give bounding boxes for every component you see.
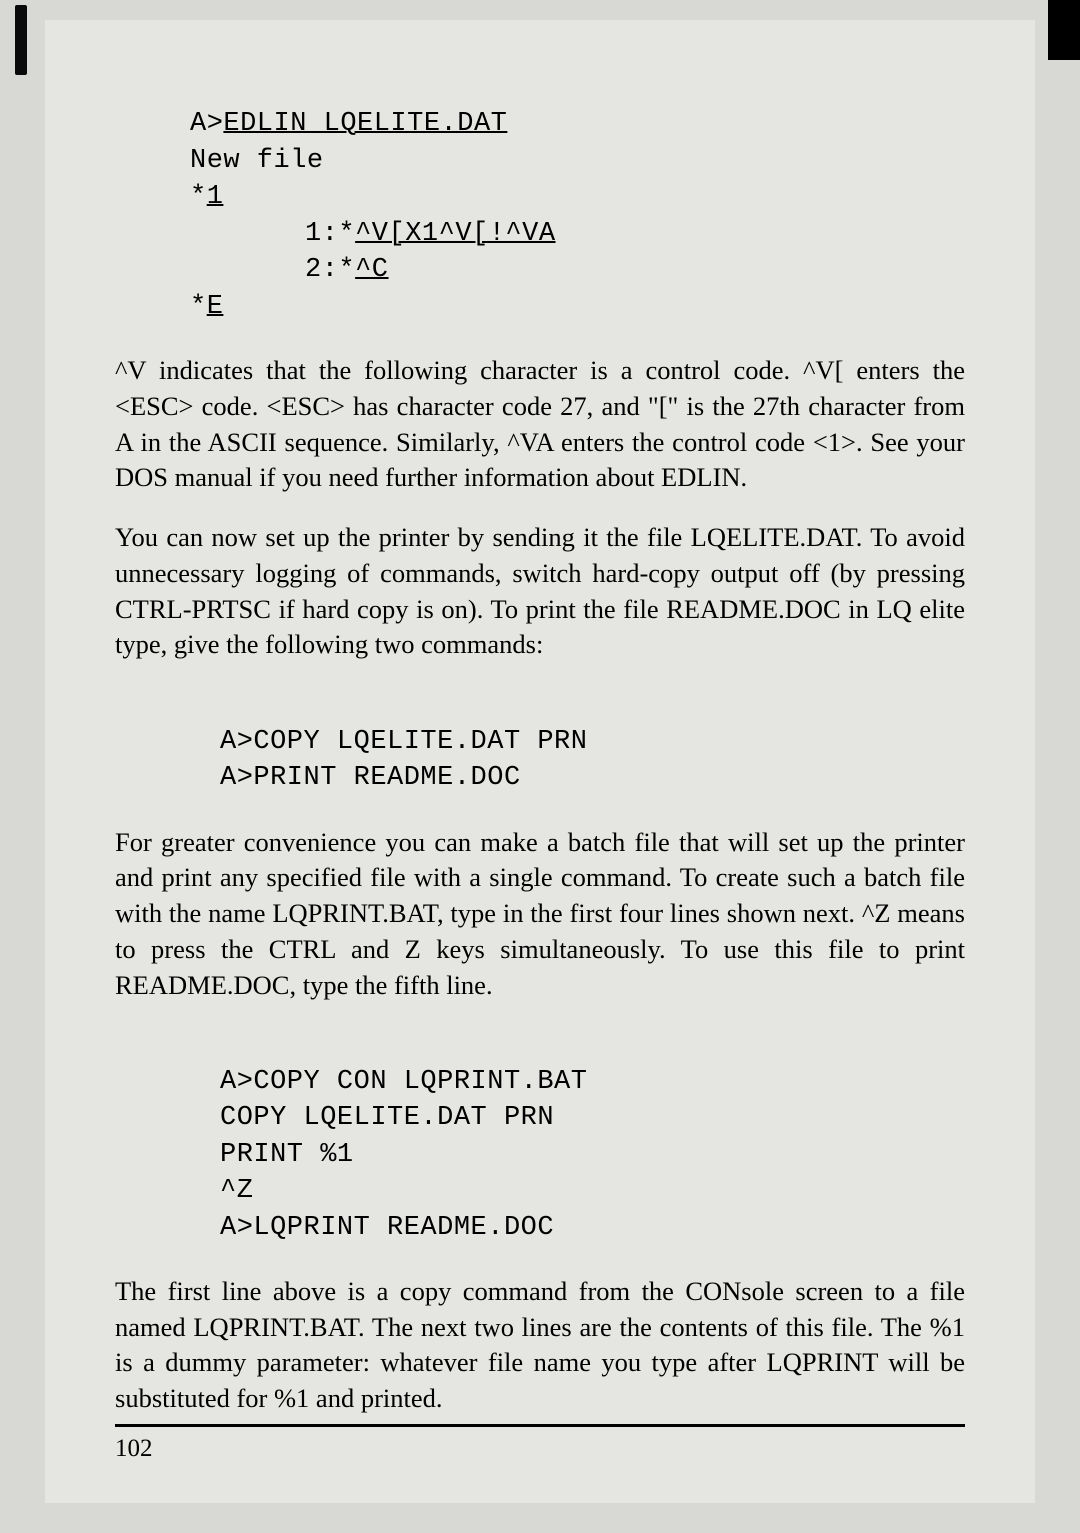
paragraph: The first line above is a copy command f… [115,1274,965,1417]
code-line: *1 [190,182,223,212]
code-line: A>COPY LQELITE.DAT PRN [220,727,587,757]
footer-rule [115,1424,965,1427]
paragraph: ^V indicates that the following characte… [115,353,965,496]
scan-edge-artifact [15,5,27,75]
code-line: 1:*^V[X1^V[!^VA [305,219,556,249]
code-block-batch: A>COPY CON LQPRINT.BAT COPY LQELITE.DAT … [220,1027,965,1246]
page-number: 102 [115,1435,965,1463]
page-footer: 102 [115,1424,965,1463]
paragraph: You can now set up the printer by sendin… [115,520,965,663]
code-line: A>LQPRINT README.DOC [220,1213,554,1243]
code-line: A>COPY CON LQPRINT.BAT [220,1067,587,1097]
code-line: PRINT %1 [220,1140,354,1170]
code-line: A>EDLIN LQELITE.DAT [190,109,507,139]
code-line: ^Z [220,1176,253,1206]
code-line: New file [190,146,324,176]
code-line: A>PRINT README.DOC [220,763,521,793]
document-page: A>EDLIN LQELITE.DAT New file *1 1:*^V[X1… [45,20,1035,1503]
code-block-copy-print: A>COPY LQELITE.DAT PRN A>PRINT README.DO… [220,687,965,796]
page-tab-marker [1048,0,1080,60]
code-line: 2:*^C [305,255,389,285]
paragraph: For greater convenience you can make a b… [115,825,965,1004]
code-block-edlin: A>EDLIN LQELITE.DAT New file *1 1:*^V[X1… [190,70,965,325]
code-line: COPY LQELITE.DAT PRN [220,1103,554,1133]
code-line: *E [190,292,223,322]
